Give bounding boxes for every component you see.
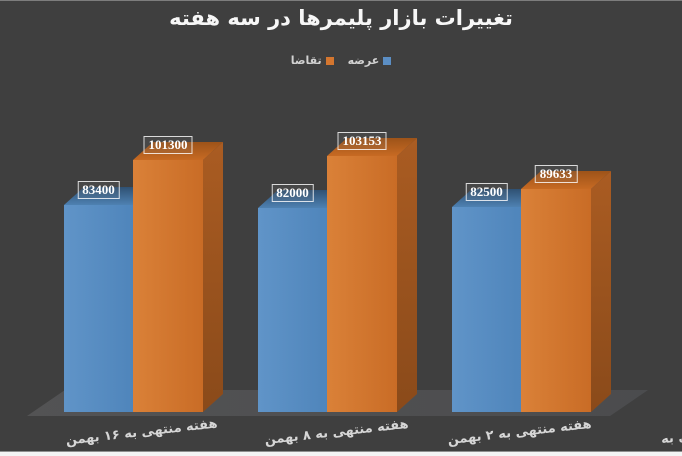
legend-label-demand: تقاضا <box>290 54 322 67</box>
data-label-supply-week1: 83400 <box>77 181 120 199</box>
data-label-demand-week1: 101300 <box>143 136 193 154</box>
bar-side-face <box>203 142 223 412</box>
chart-title: تغییرات بازار پلیمرها در سه هفته <box>169 6 513 30</box>
data-label-supply-week3: 82500 <box>465 183 508 201</box>
x-axis-label-week3: هفته منتهی به ۲ بهمن <box>446 416 593 449</box>
bar-demand-week3: 89633 <box>521 165 591 412</box>
bar-front-face <box>521 189 591 412</box>
x-axis-label-week2: هفته منتهی به ۸ بهمن <box>263 416 410 449</box>
bar-top-face <box>452 189 541 207</box>
bar-demand-week1: 101300 <box>133 136 203 412</box>
legend-item-demand: تقاضا <box>291 54 334 67</box>
bar-side-face <box>397 138 417 412</box>
bar-supply-week1: 83400 <box>64 181 133 412</box>
bar-front-face <box>258 208 327 412</box>
bar-supply-week3: 82500 <box>452 183 521 412</box>
bar-front-face <box>133 160 203 412</box>
bar-top-face <box>258 190 347 208</box>
bar-supply-week2: 82000 <box>258 184 327 412</box>
bar-front-face <box>452 207 521 412</box>
bar-top-face <box>133 142 223 160</box>
data-label-demand-week3: 89633 <box>534 165 578 183</box>
bar-front-face <box>64 205 133 412</box>
bar-top-face <box>327 138 417 156</box>
bar-top-face <box>521 171 611 189</box>
bar-demand-week2: 103153 <box>327 132 397 412</box>
legend-swatch-demand-icon <box>325 56 334 65</box>
legend-item-supply: عرضه <box>348 54 392 67</box>
data-label-supply-week2: 82000 <box>271 184 314 202</box>
bottom-page-strip <box>0 451 682 456</box>
bar-side-face <box>591 171 611 412</box>
bar-front-face <box>327 156 397 412</box>
legend-label-supply: عرضه <box>347 54 380 67</box>
legend-swatch-supply-icon <box>383 56 392 65</box>
data-label-demand-week2: 103153 <box>337 132 387 150</box>
x-axis-label-week1: هفته منتهی به ۱۶ بهمن <box>64 416 219 449</box>
bar-top-face <box>64 187 153 205</box>
legend: تقاضا عرضه <box>0 54 682 67</box>
